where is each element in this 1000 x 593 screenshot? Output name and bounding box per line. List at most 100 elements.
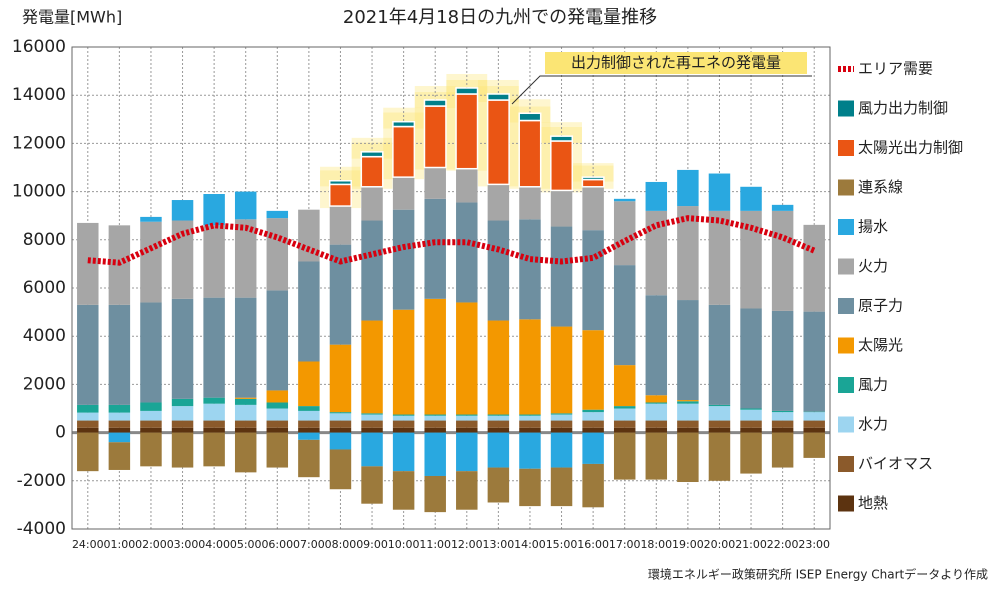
bar-segment bbox=[582, 186, 604, 231]
bar-segment bbox=[582, 412, 604, 421]
bar-segment bbox=[424, 198, 446, 299]
bar-segment bbox=[740, 432, 762, 474]
bar-segment bbox=[645, 420, 668, 428]
x-tick-label: 16:00 bbox=[577, 538, 609, 551]
bar-segment bbox=[456, 302, 478, 415]
bar-segment bbox=[581, 176, 605, 181]
bar-segment bbox=[361, 414, 383, 421]
bar-segment bbox=[550, 413, 573, 415]
y-tick-label: 2000 bbox=[23, 374, 66, 394]
bar-segment bbox=[392, 415, 415, 421]
bar-segment bbox=[424, 298, 446, 415]
y-tick-label: 0 bbox=[55, 423, 66, 443]
bar-segment bbox=[203, 397, 225, 404]
legend-swatch bbox=[838, 179, 854, 196]
bar-segment bbox=[613, 198, 636, 202]
bar-segment bbox=[329, 449, 352, 490]
bar-segment bbox=[171, 220, 194, 299]
bar-segment bbox=[266, 390, 289, 403]
bar-segment bbox=[298, 427, 320, 433]
bar-segment bbox=[77, 412, 99, 421]
legend-swatch bbox=[838, 377, 854, 393]
x-tick-label: 18:00 bbox=[640, 538, 672, 551]
x-tick-label: 10:00 bbox=[388, 538, 420, 551]
bar-segment bbox=[203, 427, 225, 433]
bar-segment bbox=[519, 432, 541, 469]
bar-segment bbox=[487, 467, 510, 503]
bar-segment bbox=[266, 420, 289, 428]
bar-segment bbox=[329, 244, 352, 345]
bar-segment bbox=[645, 403, 668, 421]
bar-segment bbox=[298, 361, 320, 407]
legend-swatch bbox=[838, 495, 854, 512]
legend-label: 原子力 bbox=[858, 297, 903, 315]
bar-segment bbox=[234, 398, 257, 405]
bar-segment bbox=[424, 432, 446, 476]
bar-segment bbox=[424, 475, 446, 513]
bar-segment bbox=[329, 412, 352, 414]
bar-segment bbox=[140, 302, 162, 403]
bar-segment bbox=[392, 177, 415, 210]
bar-segment bbox=[234, 397, 257, 399]
legend-label: 地熱 bbox=[858, 494, 888, 512]
source-note: 環境エネルギー政策研究所 ISEP Energy Chartデータより作成 bbox=[648, 567, 988, 582]
bar-segment bbox=[203, 432, 225, 467]
bar-segment bbox=[708, 420, 731, 428]
annotation: 出力制御された再エネの発電量 bbox=[571, 54, 781, 72]
bar-segment bbox=[613, 420, 636, 428]
bar-segment bbox=[708, 427, 731, 433]
bar-segment bbox=[519, 186, 541, 220]
bar-segment bbox=[677, 432, 699, 483]
bar-segment bbox=[108, 432, 131, 443]
x-tick-label: 07:00 bbox=[293, 538, 325, 551]
x-tick-label: 23:00 bbox=[798, 538, 830, 551]
chart-title: 2021年4月18日の九州での発電量推移 bbox=[343, 7, 657, 28]
bar-segment bbox=[645, 295, 668, 396]
bar-segment bbox=[677, 206, 699, 301]
bar-segment bbox=[328, 180, 352, 186]
x-tick-label: 21:00 bbox=[735, 538, 767, 551]
legend-label: 太陽光 bbox=[858, 336, 903, 354]
bar-segment bbox=[518, 119, 542, 188]
bar-segment bbox=[392, 427, 415, 433]
bar-segment bbox=[708, 210, 731, 305]
bar-segment bbox=[550, 135, 574, 142]
bar-segment bbox=[329, 427, 352, 433]
y-tick-label: 8000 bbox=[23, 230, 66, 250]
legend-swatch bbox=[838, 456, 854, 472]
bar-segment bbox=[171, 432, 194, 468]
bar-segment bbox=[519, 420, 541, 428]
bar-segment bbox=[645, 210, 668, 296]
x-tick-label: 19:00 bbox=[672, 538, 704, 551]
bar-segment bbox=[582, 432, 604, 464]
bar-segment bbox=[234, 191, 257, 220]
bar-segment bbox=[360, 151, 384, 158]
bar-segment bbox=[456, 414, 478, 416]
x-tick-label: 05:00 bbox=[230, 538, 262, 551]
bar-segment bbox=[329, 420, 352, 428]
x-tick-label: 12:00 bbox=[451, 538, 483, 551]
bar-segment bbox=[519, 415, 541, 421]
bar-segment bbox=[328, 183, 352, 207]
bar-segment bbox=[519, 414, 541, 416]
bar-segment bbox=[329, 432, 352, 450]
bar-segment bbox=[77, 404, 99, 413]
bar-segment bbox=[77, 222, 99, 305]
bar-segment bbox=[140, 410, 162, 421]
bar-segment bbox=[361, 220, 383, 321]
bar-segment bbox=[803, 224, 825, 312]
bar-segment bbox=[487, 427, 510, 433]
bar-segment bbox=[266, 408, 289, 421]
bar-segment bbox=[171, 427, 194, 433]
x-tick-label: 22:00 bbox=[767, 538, 799, 551]
bar-segment bbox=[677, 420, 699, 428]
bar-segment bbox=[740, 308, 762, 409]
bar-segment bbox=[708, 406, 731, 421]
bar-segment bbox=[361, 420, 383, 428]
bar-segment bbox=[740, 420, 762, 428]
bar-segment bbox=[108, 404, 131, 413]
bar-segment bbox=[771, 432, 794, 468]
bar-segment bbox=[771, 310, 794, 411]
bar-segment bbox=[550, 226, 573, 327]
bar-segment bbox=[456, 202, 478, 303]
